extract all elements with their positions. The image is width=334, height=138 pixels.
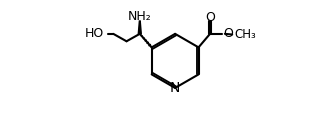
Text: N: N	[170, 81, 180, 95]
Text: O: O	[205, 11, 215, 24]
Text: O: O	[223, 27, 233, 40]
Polygon shape	[138, 21, 141, 34]
Text: NH₂: NH₂	[128, 10, 152, 23]
Text: HO: HO	[85, 27, 105, 40]
Text: CH₃: CH₃	[235, 28, 257, 41]
